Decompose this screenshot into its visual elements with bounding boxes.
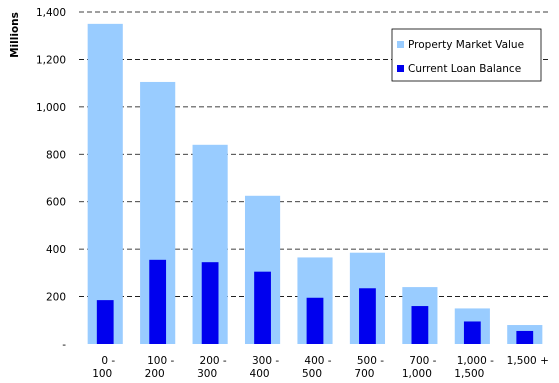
- y-tick-label: -: [62, 339, 66, 351]
- x-tick-label: 300 -: [252, 355, 279, 367]
- y-tick-label: 1,000: [36, 102, 66, 114]
- x-tick-label-line2: 700: [354, 368, 374, 380]
- bar-loan-balance: [516, 330, 534, 344]
- y-tick-label: 800: [46, 149, 66, 161]
- bar-loan-balance: [411, 306, 429, 344]
- legend-label-loan-balance: Current Loan Balance: [408, 63, 521, 75]
- legend-label-market-value: Property Market Value: [408, 39, 524, 51]
- x-tick-label-line2: 500: [302, 368, 322, 380]
- x-tick-label: 700 -: [409, 355, 436, 367]
- y-tick-label: 1,400: [36, 7, 66, 19]
- y-tick-label: 1,200: [36, 54, 66, 66]
- y-axis-ticks: - 200 400 600 800 1,000 1,200 1,400: [36, 7, 66, 351]
- x-tick-label: 0 -: [101, 355, 115, 367]
- bar-loan-balance: [254, 271, 271, 344]
- x-tick-label-line2: 100: [92, 368, 112, 380]
- x-tick-label: 200 -: [200, 355, 227, 367]
- x-tick-label: 500 -: [357, 355, 384, 367]
- x-tick-label-line2: 300: [197, 368, 217, 380]
- legend-box: [391, 28, 542, 82]
- x-tick-label: 1,500 +: [507, 355, 549, 367]
- x-tick-label: 1,000 -: [457, 355, 494, 367]
- bar-loan-balance: [306, 297, 324, 344]
- x-tick-label: 100 -: [147, 355, 174, 367]
- bar-loan-balance: [359, 288, 376, 344]
- bar-loan-balance: [201, 262, 219, 344]
- y-tick-label: 200: [46, 292, 66, 304]
- x-tick-label-line2: 1,500: [454, 368, 484, 380]
- y-axis-title: Millions: [9, 12, 21, 58]
- bar-loan-balance: [96, 300, 114, 344]
- y-tick-label: 600: [46, 197, 66, 209]
- bars: [87, 23, 543, 344]
- legend-swatch-market-value: [397, 41, 404, 48]
- x-tick-label-line2: 200: [145, 368, 165, 380]
- y-tick-label: 400: [46, 244, 66, 256]
- legend-swatch-loan-balance: [397, 65, 404, 72]
- bar-market-value: [87, 23, 123, 344]
- legend: Property Market Value Current Loan Balan…: [391, 28, 542, 82]
- x-tick-label-line2: 1,000: [402, 368, 432, 380]
- bar-loan-balance: [463, 321, 481, 344]
- x-tick-label: 400 -: [304, 355, 331, 367]
- bar-loan-balance: [149, 259, 167, 344]
- x-axis-labels: 0 -100 100 -200 200 -300 300 -400 400 -500 50…: [92, 355, 549, 380]
- x-tick-label-line2: 400: [250, 368, 270, 380]
